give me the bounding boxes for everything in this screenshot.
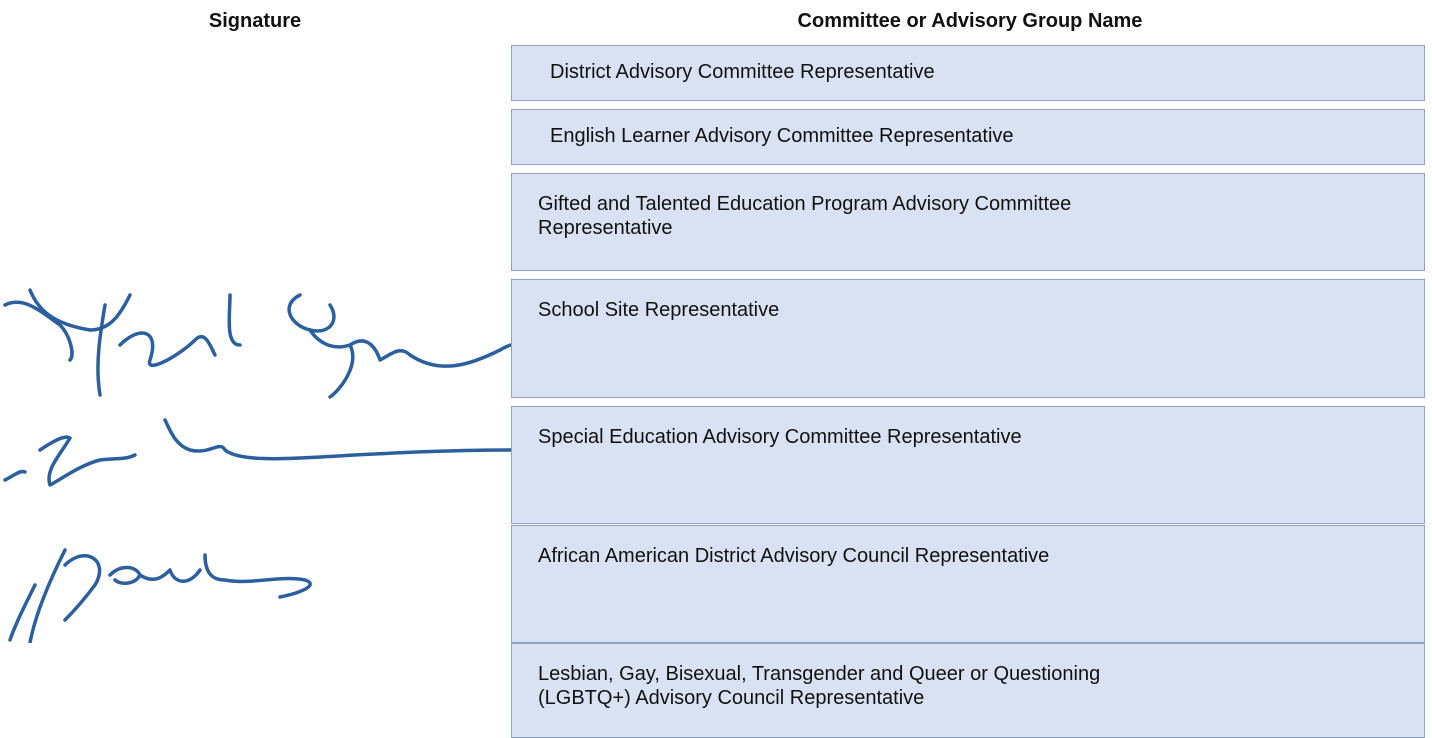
committee-name: African American District Advisory Counc… xyxy=(538,545,1050,567)
signature xyxy=(3,418,511,487)
signature xyxy=(8,548,312,643)
signature xyxy=(3,288,511,399)
committee-cell: English Learner Advisory Committee Repre… xyxy=(511,109,1425,165)
committee-name: Lesbian, Gay, Bisexual, Transgender and … xyxy=(538,663,1101,685)
committee-cell: School Site Representative xyxy=(511,279,1425,398)
committee-name: Representative xyxy=(538,217,673,239)
committee-cell: Lesbian, Gay, Bisexual, Transgender and … xyxy=(511,643,1425,738)
header-signature: Signature xyxy=(208,10,302,32)
committee-cell: Special Education Advisory Committee Rep… xyxy=(511,406,1425,524)
committee-name: School Site Representative xyxy=(538,299,780,321)
committee-name: Special Education Advisory Committee Rep… xyxy=(538,426,1022,448)
committee-cell: District Advisory Committee Representati… xyxy=(511,45,1425,101)
committee-cell: African American District Advisory Counc… xyxy=(511,525,1425,643)
committee-cell: Gifted and Talented Education Program Ad… xyxy=(511,173,1425,271)
header-committee: Committee or Advisory Group Name xyxy=(797,10,1143,32)
committee-name: (LGBTQ+) Advisory Council Representative xyxy=(538,687,925,709)
committee-name: English Learner Advisory Committee Repre… xyxy=(550,125,1014,147)
committee-name: Gifted and Talented Education Program Ad… xyxy=(538,193,1072,215)
committee-name: District Advisory Committee Representati… xyxy=(550,61,935,83)
